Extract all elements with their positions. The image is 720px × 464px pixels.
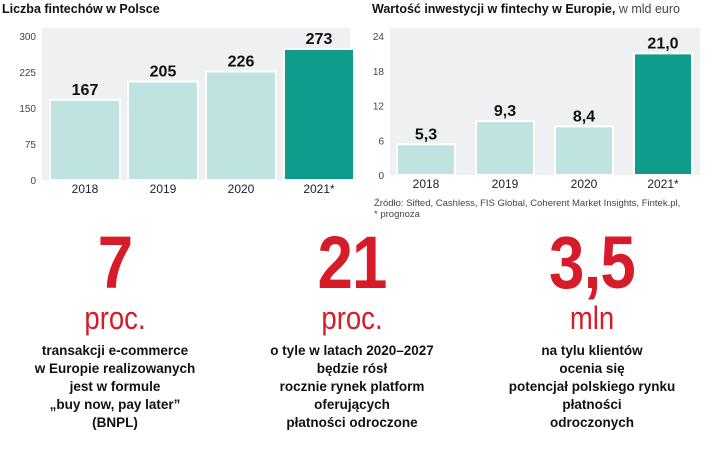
y-tick-label: 225 [19, 68, 36, 79]
chart2-subtitle: w mld euro [618, 2, 680, 16]
y-tick-label: 0 [378, 171, 384, 182]
x-tick-label: 2021* [303, 182, 335, 196]
stat-market-growth: 21 proc. o tyle w latach 2020–2027 będzie… [232, 226, 472, 432]
x-tick-label: 2020 [571, 177, 598, 191]
y-tick-label: 0 [30, 176, 36, 187]
data-label: 273 [306, 31, 333, 48]
bar-2018 [49, 98, 121, 181]
stat-description: na tylu klientów ocenia się potencjał pols… [508, 343, 676, 430]
chart2-title: Wartość inwestycji w fintechy w Europie,… [372, 2, 680, 16]
x-tick-label: 2021* [647, 177, 679, 191]
stat-number: 3,5 [549, 221, 636, 304]
y-tick-label: 75 [25, 140, 37, 151]
y-tick-label: 300 [19, 32, 36, 43]
bar-2019 [475, 120, 535, 176]
y-tick-label: 150 [19, 104, 36, 115]
bar-2021-forecast [633, 52, 693, 176]
data-label: 21,0 [647, 35, 678, 52]
data-label: 8,4 [573, 108, 595, 125]
data-label: 5,3 [415, 126, 437, 143]
forecast-note: * prognoza [374, 209, 420, 220]
chart1-title: Liczba fintechów w Polsce [2, 2, 160, 16]
charts-canvas: 300 225 150 75 0 167 2018 205 2019 226 2020 273 2021… [19, 28, 700, 196]
bar-2018 [396, 143, 456, 177]
stat-number: 21 [317, 221, 387, 304]
source-note: Źródło: Sifted, Cashless, FIS Global, Co… [374, 198, 714, 220]
data-label: 205 [150, 64, 177, 81]
bar-2020 [205, 70, 277, 181]
y-tick-label: 12 [373, 102, 385, 113]
x-tick-label: 2019 [150, 182, 177, 196]
x-tick-label: 2019 [492, 177, 519, 191]
y-tick-label: 6 [378, 136, 384, 147]
bar-2020 [554, 125, 614, 176]
source-line: Źródło: Sifted, Cashless, FIS Global, Co… [374, 198, 681, 209]
data-label: 9,3 [494, 103, 516, 120]
bar-2021-forecast [283, 47, 355, 181]
y-tick-label: 24 [373, 32, 385, 43]
stat-description: o tyle w latach 2020–2027 będzie rósł rocz… [270, 343, 434, 430]
stat-unit: proc. [84, 300, 146, 336]
stat-description: transakcji e-commerce w Europie realizowa… [34, 343, 196, 430]
x-tick-label: 2018 [413, 177, 440, 191]
y-tick-label: 18 [373, 67, 385, 78]
stat-unit: mln [569, 300, 615, 336]
stat-clients-potential: 3,5 mln na tylu klientów ocenia się potenc… [472, 226, 712, 432]
stat-bnpl-share: 7 proc. transakcji e-commerce w Europie r… [0, 226, 230, 432]
bar-2019 [127, 80, 199, 181]
data-label: 167 [72, 82, 99, 99]
stat-number: 7 [97, 221, 133, 304]
x-tick-label: 2020 [228, 182, 255, 196]
stat-unit: proc. [321, 300, 383, 336]
data-label: 226 [228, 54, 255, 71]
x-tick-label: 2018 [72, 182, 99, 196]
